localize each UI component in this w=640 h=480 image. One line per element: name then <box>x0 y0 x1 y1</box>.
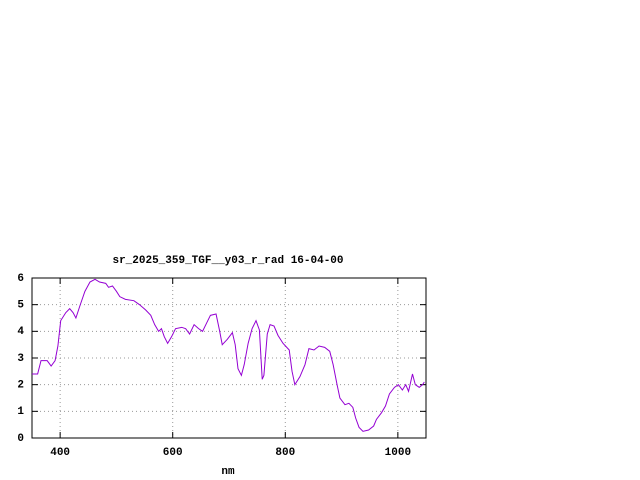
y-tick-label: 1 <box>17 406 24 418</box>
y-tick-label: 3 <box>17 353 24 365</box>
y-tick-label: 6 <box>17 273 24 285</box>
y-tick-label: 5 <box>17 300 24 312</box>
y-tick-label: 2 <box>17 380 24 392</box>
data-line <box>32 278 425 432</box>
x-tick-label: 600 <box>163 447 183 459</box>
x-tick-label: 400 <box>50 447 70 459</box>
x-axis-label: nm <box>221 466 235 478</box>
y-tick-label: 0 <box>17 433 24 445</box>
plot-frame <box>31 277 427 439</box>
x-tick-label: 800 <box>275 447 295 459</box>
chart-title: sr_2025_359_TGF__y03_r_rad 16-04-00 <box>112 255 343 267</box>
y-tick-label: 4 <box>17 326 24 338</box>
x-tick-label: 1000 <box>385 447 411 459</box>
